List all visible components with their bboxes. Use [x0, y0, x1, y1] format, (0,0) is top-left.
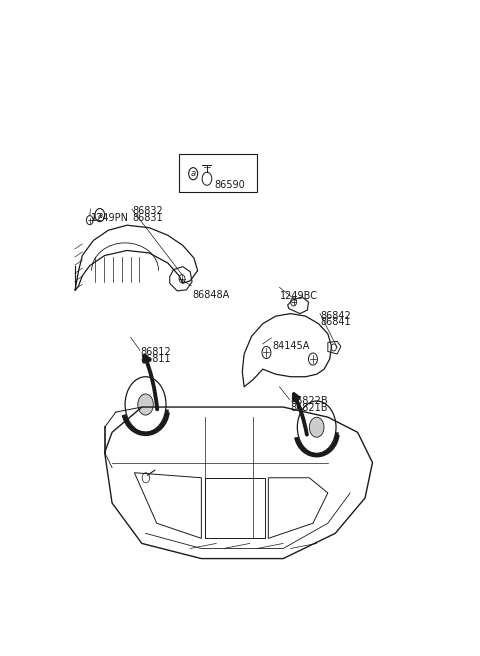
Text: 86822B: 86822B [290, 396, 327, 407]
Circle shape [138, 394, 153, 415]
Circle shape [297, 401, 336, 453]
FancyArrowPatch shape [144, 356, 157, 409]
Text: 86812: 86812 [140, 348, 171, 358]
Text: 84145A: 84145A [272, 341, 310, 352]
Text: a: a [191, 169, 196, 178]
Text: 1249BC: 1249BC [279, 291, 317, 301]
Bar [179, 154, 257, 192]
Text: 86811: 86811 [140, 354, 170, 364]
Text: 86841: 86841 [321, 317, 351, 327]
Text: 1249PN: 1249PN [91, 213, 129, 222]
Text: 86831: 86831 [132, 213, 163, 222]
FancyArrowPatch shape [294, 394, 307, 435]
Text: 86832: 86832 [132, 206, 163, 216]
Circle shape [125, 377, 166, 432]
Text: 86848A: 86848A [192, 290, 229, 300]
Text: 86590: 86590 [215, 180, 245, 190]
Text: a: a [97, 211, 102, 220]
Text: 86842: 86842 [321, 310, 351, 321]
Circle shape [309, 417, 324, 438]
Text: 86821B: 86821B [290, 403, 327, 413]
